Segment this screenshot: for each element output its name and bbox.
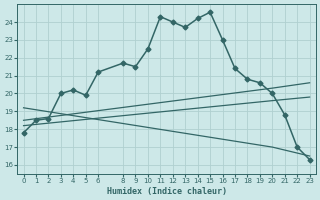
X-axis label: Humidex (Indice chaleur): Humidex (Indice chaleur) [107, 187, 227, 196]
